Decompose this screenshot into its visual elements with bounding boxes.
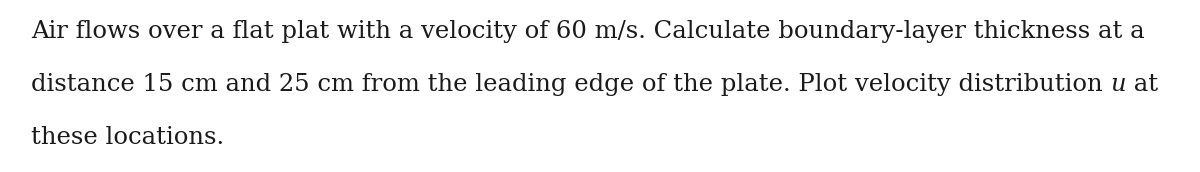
Text: at: at bbox=[1127, 73, 1158, 96]
Text: u: u bbox=[1110, 73, 1127, 96]
Text: these locations.: these locations. bbox=[31, 126, 224, 149]
Text: Air flows over a flat plat with a velocity of 60 m/s. Calculate boundary-layer t: Air flows over a flat plat with a veloci… bbox=[31, 20, 1145, 43]
Text: distance 15 cm and 25 cm from the leading edge of the plate. Plot velocity distr: distance 15 cm and 25 cm from the leadin… bbox=[31, 73, 1110, 96]
